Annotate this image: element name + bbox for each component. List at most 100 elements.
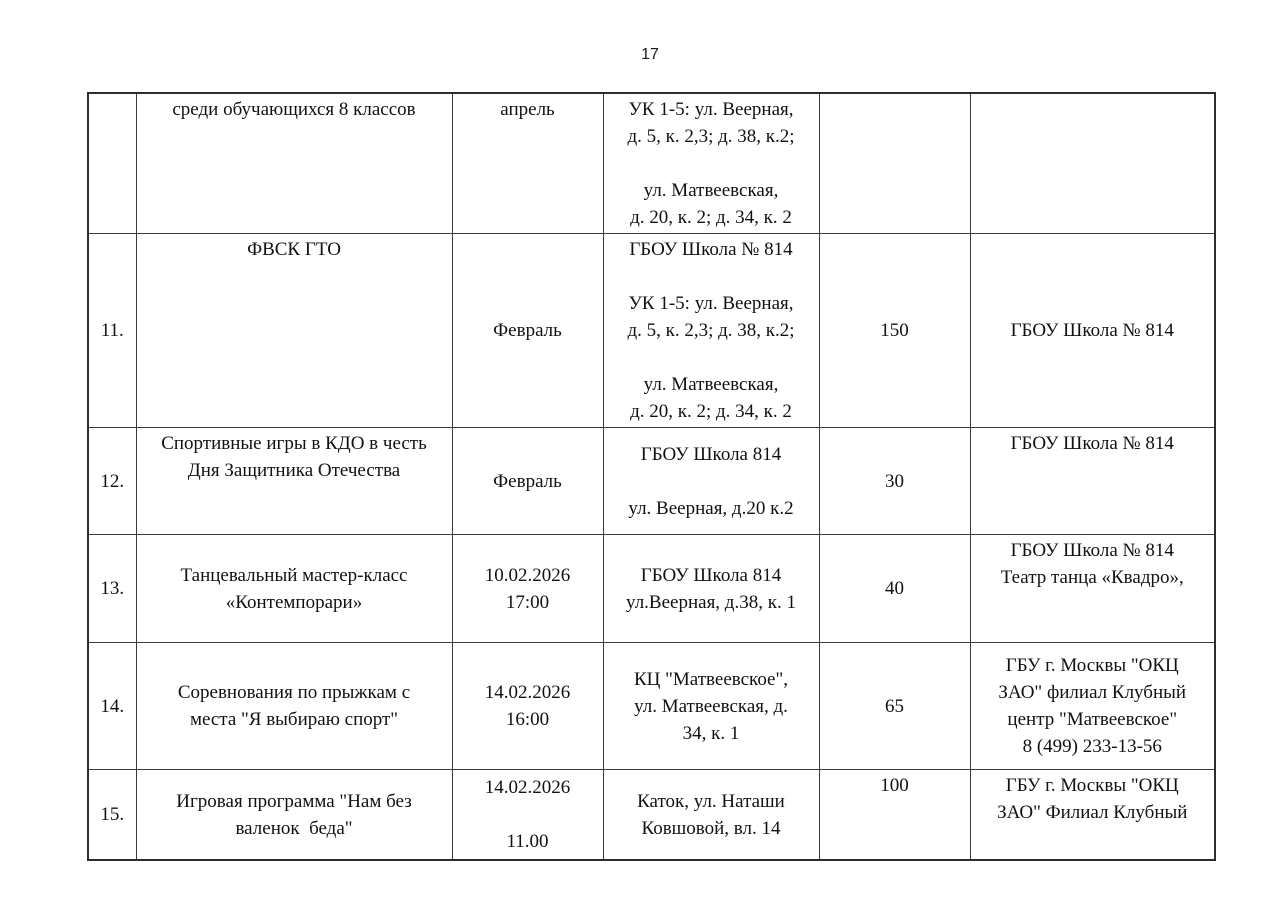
event-location-cell: ГБОУ Школа 814 ул. Веерная, д.20 к.2 bbox=[602, 427, 820, 535]
cell-line: 15. bbox=[100, 804, 125, 825]
cell-line: апрель bbox=[500, 99, 555, 120]
cell-line: ГБУ г. Москвы "ОКЦ bbox=[1005, 775, 1179, 796]
cell-line: ГБОУ Школа № 814 bbox=[1010, 540, 1174, 561]
cell-line: 14.02.2026 bbox=[484, 682, 571, 703]
cell-line: 11.00 bbox=[506, 831, 549, 852]
participants-count-cell: 100 bbox=[818, 769, 971, 861]
cell-line: 34, к. 1 bbox=[682, 722, 740, 744]
cell-line: Танцевальный мастер-класс bbox=[180, 564, 408, 586]
cell-line: 100 bbox=[880, 775, 909, 796]
row-number-cell: 15. bbox=[87, 769, 137, 861]
cell-line: КЦ "Матвеевское", bbox=[634, 668, 788, 690]
event-location-cell: ГБОУ Школа № 814 УК 1-5: ул. Веерная, д. … bbox=[602, 233, 820, 428]
table-row: 14. Соревнования по прыжкам с места "Я выб… bbox=[87, 642, 1216, 770]
cell-line: «Контемпорари» bbox=[225, 591, 363, 613]
organizer-cell: ГБОУ Школа № 814 bbox=[969, 233, 1216, 428]
cell-line: ул. Матвеевская, bbox=[643, 180, 779, 201]
event-name-cell: среди обучающихся 8 классов bbox=[135, 92, 453, 234]
cell-line: Игровая программа "Нам без bbox=[176, 790, 412, 812]
cell-line: ул. Веерная, д.20 к.2 bbox=[628, 497, 794, 519]
cell-line: 16:00 bbox=[505, 709, 550, 730]
event-name-cell: Танцевальный мастер-класс «Контемпорари» bbox=[135, 534, 453, 643]
row-number-cell: 13. bbox=[87, 534, 137, 643]
cell-line: Ковшовой, вл. 14 bbox=[641, 817, 781, 839]
cell-line bbox=[610, 344, 813, 371]
event-name-cell: Соревнования по прыжкам с места "Я выбира… bbox=[135, 642, 453, 770]
event-date-cell: 10.02.2026 17:00 bbox=[451, 534, 604, 643]
event-location-cell: ГБОУ Школа 814 ул.Веерная, д.38, к. 1 bbox=[602, 534, 820, 643]
participants-count-cell bbox=[818, 92, 971, 234]
cell-line: ул. Матвеевская, д. bbox=[634, 695, 788, 717]
cell-line: 40 bbox=[885, 578, 904, 599]
cell-line: 150 bbox=[880, 320, 909, 341]
cell-line: ГБОУ Школа 814 bbox=[640, 443, 782, 465]
cell-line: валенок беда" bbox=[235, 817, 353, 839]
organizer-cell: ГБУ г. Москвы "ОКЦ ЗАО" филиал Клубный цен… bbox=[969, 642, 1216, 770]
cell-line: ЗАО" Филиал Клубный bbox=[997, 802, 1188, 823]
row-number-cell bbox=[87, 92, 137, 234]
event-name-cell: Спортивные игры в КДО в честь Дня Защитни… bbox=[135, 427, 453, 535]
cell-line: 10.02.2026 bbox=[484, 564, 571, 586]
cell-line: 13. bbox=[100, 578, 125, 599]
cell-line: ул. Матвеевская, bbox=[643, 374, 779, 395]
cell-line: 14.02.2026 bbox=[484, 777, 571, 798]
cell-line: УК 1-5: ул. Веерная, bbox=[628, 293, 794, 314]
event-location-cell: Каток, ул. Наташи Ковшовой, вл. 14 bbox=[602, 769, 820, 861]
cell-line: ГБОУ Школа № 814 bbox=[629, 239, 793, 260]
cell-line: Февраль bbox=[493, 470, 562, 492]
cell-line: д. 20, к. 2; д. 34, к. 2 bbox=[630, 401, 792, 422]
cell-line bbox=[610, 150, 813, 177]
cell-line: ГБУ г. Москвы "ОКЦ bbox=[1005, 655, 1179, 676]
row-number-cell: 11. bbox=[87, 233, 137, 428]
cell-line: Февраль bbox=[493, 320, 562, 341]
cell-line: д. 5, к. 2,3; д. 38, к.2; bbox=[627, 126, 795, 147]
cell-line: центр "Матвеевское" bbox=[1007, 709, 1178, 730]
cell-line: среди обучающихся 8 классов bbox=[172, 99, 416, 120]
cell-line: места "Я выбираю спорт" bbox=[189, 709, 399, 730]
cell-line: д. 5, к. 2,3; д. 38, к.2; bbox=[627, 320, 795, 341]
participants-count-cell: 65 bbox=[818, 642, 971, 770]
row-number-cell: 14. bbox=[87, 642, 137, 770]
cell-line: Спортивные игры в КДО в честь bbox=[161, 433, 427, 454]
event-location-cell: КЦ "Матвеевское", ул. Матвеевская, д. 34, … bbox=[602, 642, 820, 770]
cell-line: ГБОУ Школа 814 bbox=[640, 564, 782, 586]
cell-line: д. 20, к. 2; д. 34, к. 2 bbox=[630, 207, 792, 228]
cell-line: ул.Веерная, д.38, к. 1 bbox=[626, 591, 796, 613]
cell-line: ГБОУ Школа № 814 bbox=[1010, 320, 1174, 341]
table-row: 15. Игровая программа "Нам без валенок бед… bbox=[87, 769, 1216, 861]
cell-line: 30 bbox=[885, 470, 904, 492]
cell-line: УК 1-5: ул. Веерная, bbox=[628, 99, 794, 120]
organizer-cell: ГБУ г. Москвы "ОКЦ ЗАО" Филиал Клубный bbox=[969, 769, 1216, 861]
cell-line: Соревнования по прыжкам с bbox=[177, 682, 411, 703]
table-row: 13. Танцевальный мастер-класс «Контемпорар… bbox=[87, 534, 1216, 643]
table-row: 11. ФВСК ГТО Февраль ГБОУ Школа № 814 УК 1-… bbox=[87, 233, 1216, 428]
participants-count-cell: 40 bbox=[818, 534, 971, 643]
cell-line: ФВСК ГТО bbox=[247, 239, 341, 260]
cell-line: 14. bbox=[100, 695, 125, 717]
event-date-cell: Февраль bbox=[451, 233, 604, 428]
events-table-body: среди обучающихся 8 классов апрель УК 1-5:… bbox=[87, 92, 1216, 861]
cell-line: ЗАО" филиал Клубный bbox=[998, 682, 1187, 703]
cell-line: Дня Защитника Отечества bbox=[187, 460, 401, 481]
event-date-cell: 14.02.2026 11.00 bbox=[451, 769, 604, 861]
row-number-cell: 12. bbox=[87, 427, 137, 535]
event-location-cell: УК 1-5: ул. Веерная, д. 5, к. 2,3; д. 38,… bbox=[602, 92, 820, 234]
page-number: 17 bbox=[641, 46, 659, 63]
event-date-cell: апрель bbox=[451, 92, 604, 234]
cell-line: ГБОУ Школа № 814 bbox=[1010, 433, 1174, 454]
cell-line: 8 (499) 233-13-56 bbox=[1022, 736, 1162, 757]
cell-line: 11. bbox=[100, 320, 124, 341]
cell-line: Театр танца «Квадро», bbox=[1000, 567, 1184, 588]
organizer-cell: ГБОУ Школа № 814 Театр танца «Квадро», bbox=[969, 534, 1216, 643]
event-date-cell: 14.02.2026 16:00 bbox=[451, 642, 604, 770]
cell-line: 12. bbox=[100, 470, 125, 492]
participants-count-cell: 150 bbox=[818, 233, 971, 428]
organizer-cell bbox=[969, 92, 1216, 234]
cell-line bbox=[610, 468, 813, 495]
event-date-cell: Февраль bbox=[451, 427, 604, 535]
table-row: среди обучающихся 8 классов апрель УК 1-5:… bbox=[87, 92, 1216, 234]
event-name-cell: Игровая программа "Нам без валенок беда" bbox=[135, 769, 453, 861]
organizer-cell: ГБОУ Школа № 814 bbox=[969, 427, 1216, 535]
cell-line: Каток, ул. Наташи bbox=[637, 790, 785, 812]
